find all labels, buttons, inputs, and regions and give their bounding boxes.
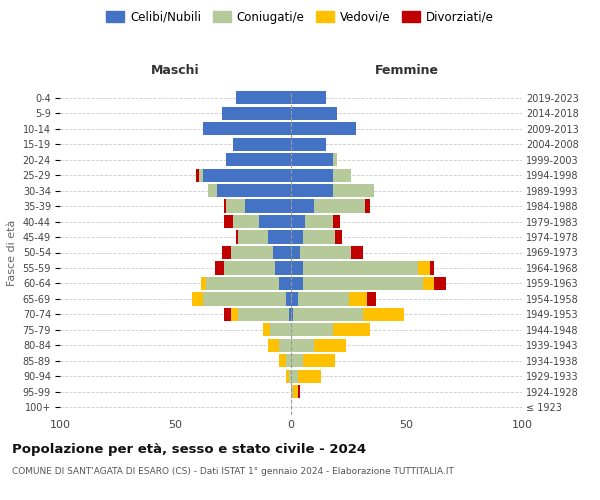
Text: Maschi: Maschi [151, 64, 200, 78]
Bar [332, 215, 340, 228]
Bar [224, 215, 233, 228]
Bar [224, 262, 275, 274]
Bar [291, 215, 305, 228]
Bar [217, 184, 291, 197]
Bar [298, 370, 321, 383]
Bar [291, 153, 332, 166]
Bar [206, 277, 280, 290]
Bar [224, 200, 226, 212]
Bar [208, 184, 217, 197]
Bar [434, 277, 446, 290]
Bar [291, 184, 332, 197]
Bar [289, 370, 291, 383]
Bar [298, 292, 349, 306]
Bar [233, 138, 291, 150]
Bar [351, 246, 362, 259]
Bar [305, 215, 332, 228]
Bar [291, 308, 293, 321]
Bar [418, 262, 430, 274]
Bar [226, 200, 245, 212]
Bar [332, 184, 374, 197]
Text: Popolazione per età, sesso e stato civile - 2024: Popolazione per età, sesso e stato civil… [12, 442, 366, 456]
Y-axis label: Fasce di età: Fasce di età [7, 220, 17, 286]
Bar [224, 308, 231, 321]
Bar [362, 308, 404, 321]
Bar [302, 354, 335, 368]
Bar [236, 230, 238, 243]
Bar [291, 91, 326, 104]
Bar [272, 246, 291, 259]
Bar [291, 200, 314, 212]
Bar [215, 262, 224, 274]
Bar [291, 339, 314, 352]
Bar [226, 153, 291, 166]
Bar [300, 246, 351, 259]
Bar [291, 385, 293, 398]
Bar [201, 277, 206, 290]
Bar [314, 339, 346, 352]
Bar [231, 246, 272, 259]
Bar [302, 230, 335, 243]
Bar [263, 324, 270, 336]
Bar [302, 277, 422, 290]
Bar [291, 324, 332, 336]
Bar [430, 262, 434, 274]
Bar [289, 308, 291, 321]
Bar [367, 292, 376, 306]
Bar [291, 122, 356, 136]
Bar [332, 153, 337, 166]
Bar [291, 277, 302, 290]
Bar [293, 385, 298, 398]
Bar [291, 230, 302, 243]
Bar [222, 246, 231, 259]
Bar [245, 200, 291, 212]
Text: Femmine: Femmine [374, 64, 439, 78]
Text: COMUNE DI SANT'AGATA DI ESARO (CS) - Dati ISTAT 1° gennaio 2024 - Elaborazione T: COMUNE DI SANT'AGATA DI ESARO (CS) - Dat… [12, 468, 454, 476]
Bar [286, 292, 291, 306]
Bar [286, 370, 289, 383]
Bar [275, 262, 291, 274]
Bar [291, 246, 300, 259]
Bar [233, 215, 259, 228]
Bar [280, 339, 291, 352]
Bar [349, 292, 367, 306]
Bar [293, 308, 362, 321]
Bar [365, 200, 370, 212]
Bar [422, 277, 434, 290]
Bar [291, 292, 298, 306]
Legend: Celibi/Nubili, Coniugati/e, Vedovi/e, Divorziati/e: Celibi/Nubili, Coniugati/e, Vedovi/e, Di… [104, 8, 496, 26]
Bar [222, 106, 291, 120]
Bar [268, 339, 280, 352]
Bar [314, 200, 365, 212]
Bar [280, 354, 286, 368]
Bar [259, 215, 291, 228]
Bar [270, 324, 291, 336]
Bar [291, 138, 326, 150]
Bar [203, 122, 291, 136]
Bar [332, 324, 370, 336]
Bar [231, 308, 238, 321]
Bar [203, 292, 286, 306]
Bar [196, 168, 199, 181]
Bar [335, 230, 342, 243]
Bar [291, 262, 302, 274]
Bar [199, 168, 203, 181]
Bar [191, 292, 203, 306]
Bar [291, 168, 332, 181]
Bar [291, 354, 302, 368]
Bar [268, 230, 291, 243]
Bar [291, 370, 298, 383]
Bar [291, 106, 337, 120]
Bar [236, 91, 291, 104]
Bar [286, 354, 291, 368]
Bar [280, 277, 291, 290]
Bar [238, 308, 289, 321]
Bar [203, 168, 291, 181]
Bar [302, 262, 418, 274]
Bar [298, 385, 300, 398]
Bar [332, 168, 351, 181]
Bar [238, 230, 268, 243]
